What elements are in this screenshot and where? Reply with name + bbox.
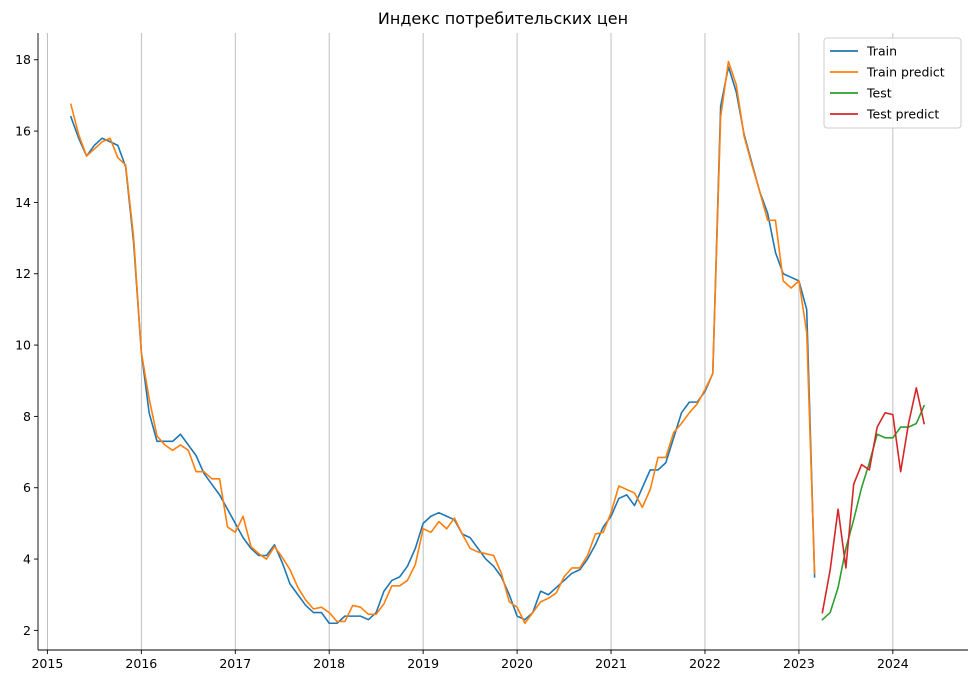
y-tick-label: 10 bbox=[15, 338, 31, 353]
legend-box bbox=[823, 37, 962, 129]
legend-label-test-predict: Test predict bbox=[866, 107, 939, 122]
x-tick-label: 2024 bbox=[877, 656, 909, 671]
y-tick-label: 12 bbox=[15, 266, 31, 281]
x-tick-label: 2016 bbox=[125, 656, 157, 671]
y-tick-label: 14 bbox=[15, 195, 31, 210]
x-tick-label: 2020 bbox=[501, 656, 533, 671]
series-line-train-predict bbox=[69, 60, 816, 625]
x-tick-label: 2017 bbox=[219, 656, 251, 671]
legend: Train Train predict Test Test predict bbox=[823, 37, 962, 129]
series-lines bbox=[69, 60, 926, 625]
x-tick-label: 2023 bbox=[783, 656, 815, 671]
x-tick-label: 2019 bbox=[407, 656, 439, 671]
y-tick-label: 2 bbox=[23, 623, 31, 638]
legend-label-train: Train bbox=[866, 44, 897, 59]
legend-label-test: Test bbox=[866, 86, 892, 101]
y-tick-label: 8 bbox=[23, 409, 31, 424]
x-tick-label: 2015 bbox=[31, 656, 63, 671]
legend-label-train-predict: Train predict bbox=[866, 65, 945, 80]
y-tick-label: 4 bbox=[23, 552, 31, 567]
y-tick-label: 16 bbox=[15, 124, 31, 139]
y-tick-label: 18 bbox=[15, 52, 31, 67]
x-tick-label: 2021 bbox=[595, 656, 627, 671]
x-tick-label: 2022 bbox=[689, 656, 721, 671]
series-line-train bbox=[69, 66, 816, 625]
x-tick-label: 2018 bbox=[313, 656, 345, 671]
series-line-test-predict bbox=[821, 387, 926, 614]
chart-title: Индекс потребительских цен bbox=[378, 9, 628, 28]
axes: 2015 2016 2017 2018 2019 2020 2021 2022 2023 2024… bbox=[15, 33, 968, 671]
y-tick-label: 6 bbox=[23, 480, 31, 495]
